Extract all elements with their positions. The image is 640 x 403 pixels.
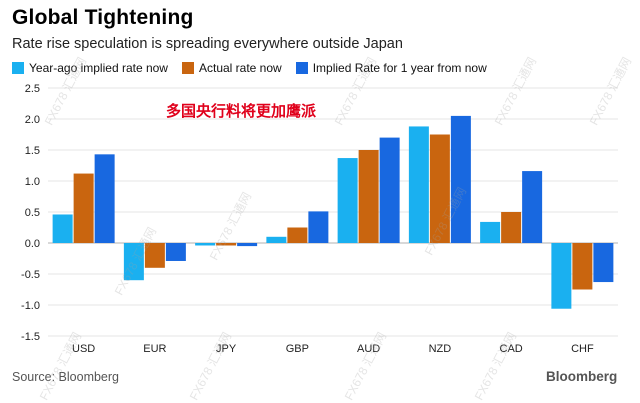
- chart-title: Global Tightening: [12, 6, 194, 29]
- x-tick-label: CAD: [500, 343, 523, 355]
- bar-chf-actual: [572, 243, 593, 290]
- legend-label-actual: Actual rate now: [198, 61, 282, 75]
- bar-nzd-year-ago: [408, 126, 429, 243]
- bar-usd-year-ago: [52, 214, 73, 243]
- y-tick-label: 0.5: [25, 207, 40, 219]
- bar-jpy-year-ago: [195, 243, 216, 246]
- y-tick-label: -0.5: [21, 269, 40, 281]
- legend-swatch-implied: [295, 62, 308, 74]
- bar-chf-implied: [593, 243, 614, 283]
- y-tick-label: -1.5: [21, 331, 40, 343]
- x-tick-label: CHF: [571, 343, 594, 355]
- legend-swatch-year-ago: [12, 62, 24, 74]
- y-tick-label: 2.5: [25, 83, 40, 95]
- bar-gbp-actual: [287, 227, 308, 243]
- legend-item-implied: Implied Rate for 1 year from now: [295, 61, 487, 75]
- chart-annotation: 多国央行料将更加鹰派: [166, 102, 317, 120]
- bar-aud-year-ago: [337, 158, 358, 243]
- bar-cad-implied: [522, 171, 543, 243]
- y-tick-label: 1.5: [25, 145, 40, 157]
- bar-gbp-year-ago: [266, 236, 287, 243]
- y-tick-label: 1.0: [25, 176, 40, 188]
- bar-usd-implied: [94, 154, 115, 243]
- source-note: Source: Bloomberg: [12, 370, 120, 384]
- legend-item-year-ago: Year-ago implied rate now: [12, 61, 168, 75]
- bar-chf-year-ago: [551, 243, 572, 309]
- chart-subtitle: Rate rise speculation is spreading every…: [12, 36, 403, 52]
- bar-aud-actual: [358, 150, 379, 243]
- bar-eur-implied: [165, 243, 186, 261]
- x-tick-label: GBP: [286, 343, 309, 355]
- bar-jpy-actual: [216, 243, 237, 246]
- bar-cad-year-ago: [480, 221, 501, 243]
- x-tick-label: AUD: [357, 343, 380, 355]
- bar-nzd-implied: [450, 115, 471, 243]
- legend-label-implied: Implied Rate for 1 year from now: [312, 61, 487, 75]
- legend-swatch-actual: [181, 62, 194, 74]
- bar-eur-year-ago: [123, 243, 144, 281]
- bar-jpy-implied: [237, 243, 258, 247]
- bar-gbp-implied: [308, 211, 329, 243]
- bar-nzd-actual: [429, 134, 450, 243]
- brand-logo: Bloomberg: [546, 369, 618, 384]
- legend-item-actual: Actual rate now: [181, 61, 282, 75]
- bar-usd-actual: [73, 173, 94, 243]
- bar-eur-actual: [144, 243, 165, 268]
- x-tick-label: JPY: [216, 343, 237, 355]
- bar-aud-implied: [379, 137, 400, 243]
- bar-cad-actual: [501, 212, 522, 243]
- x-tick-label: NZD: [429, 343, 452, 355]
- legend-label-year-ago: Year-ago implied rate now: [29, 61, 168, 75]
- legend: Year-ago implied rate now Actual rate no…: [12, 60, 501, 76]
- y-tick-label: 2.0: [25, 114, 40, 126]
- y-tick-label: 0.0: [25, 238, 40, 250]
- x-tick-label: EUR: [143, 343, 166, 355]
- y-tick-label: -1.0: [21, 300, 40, 312]
- x-tick-label: USD: [72, 343, 95, 355]
